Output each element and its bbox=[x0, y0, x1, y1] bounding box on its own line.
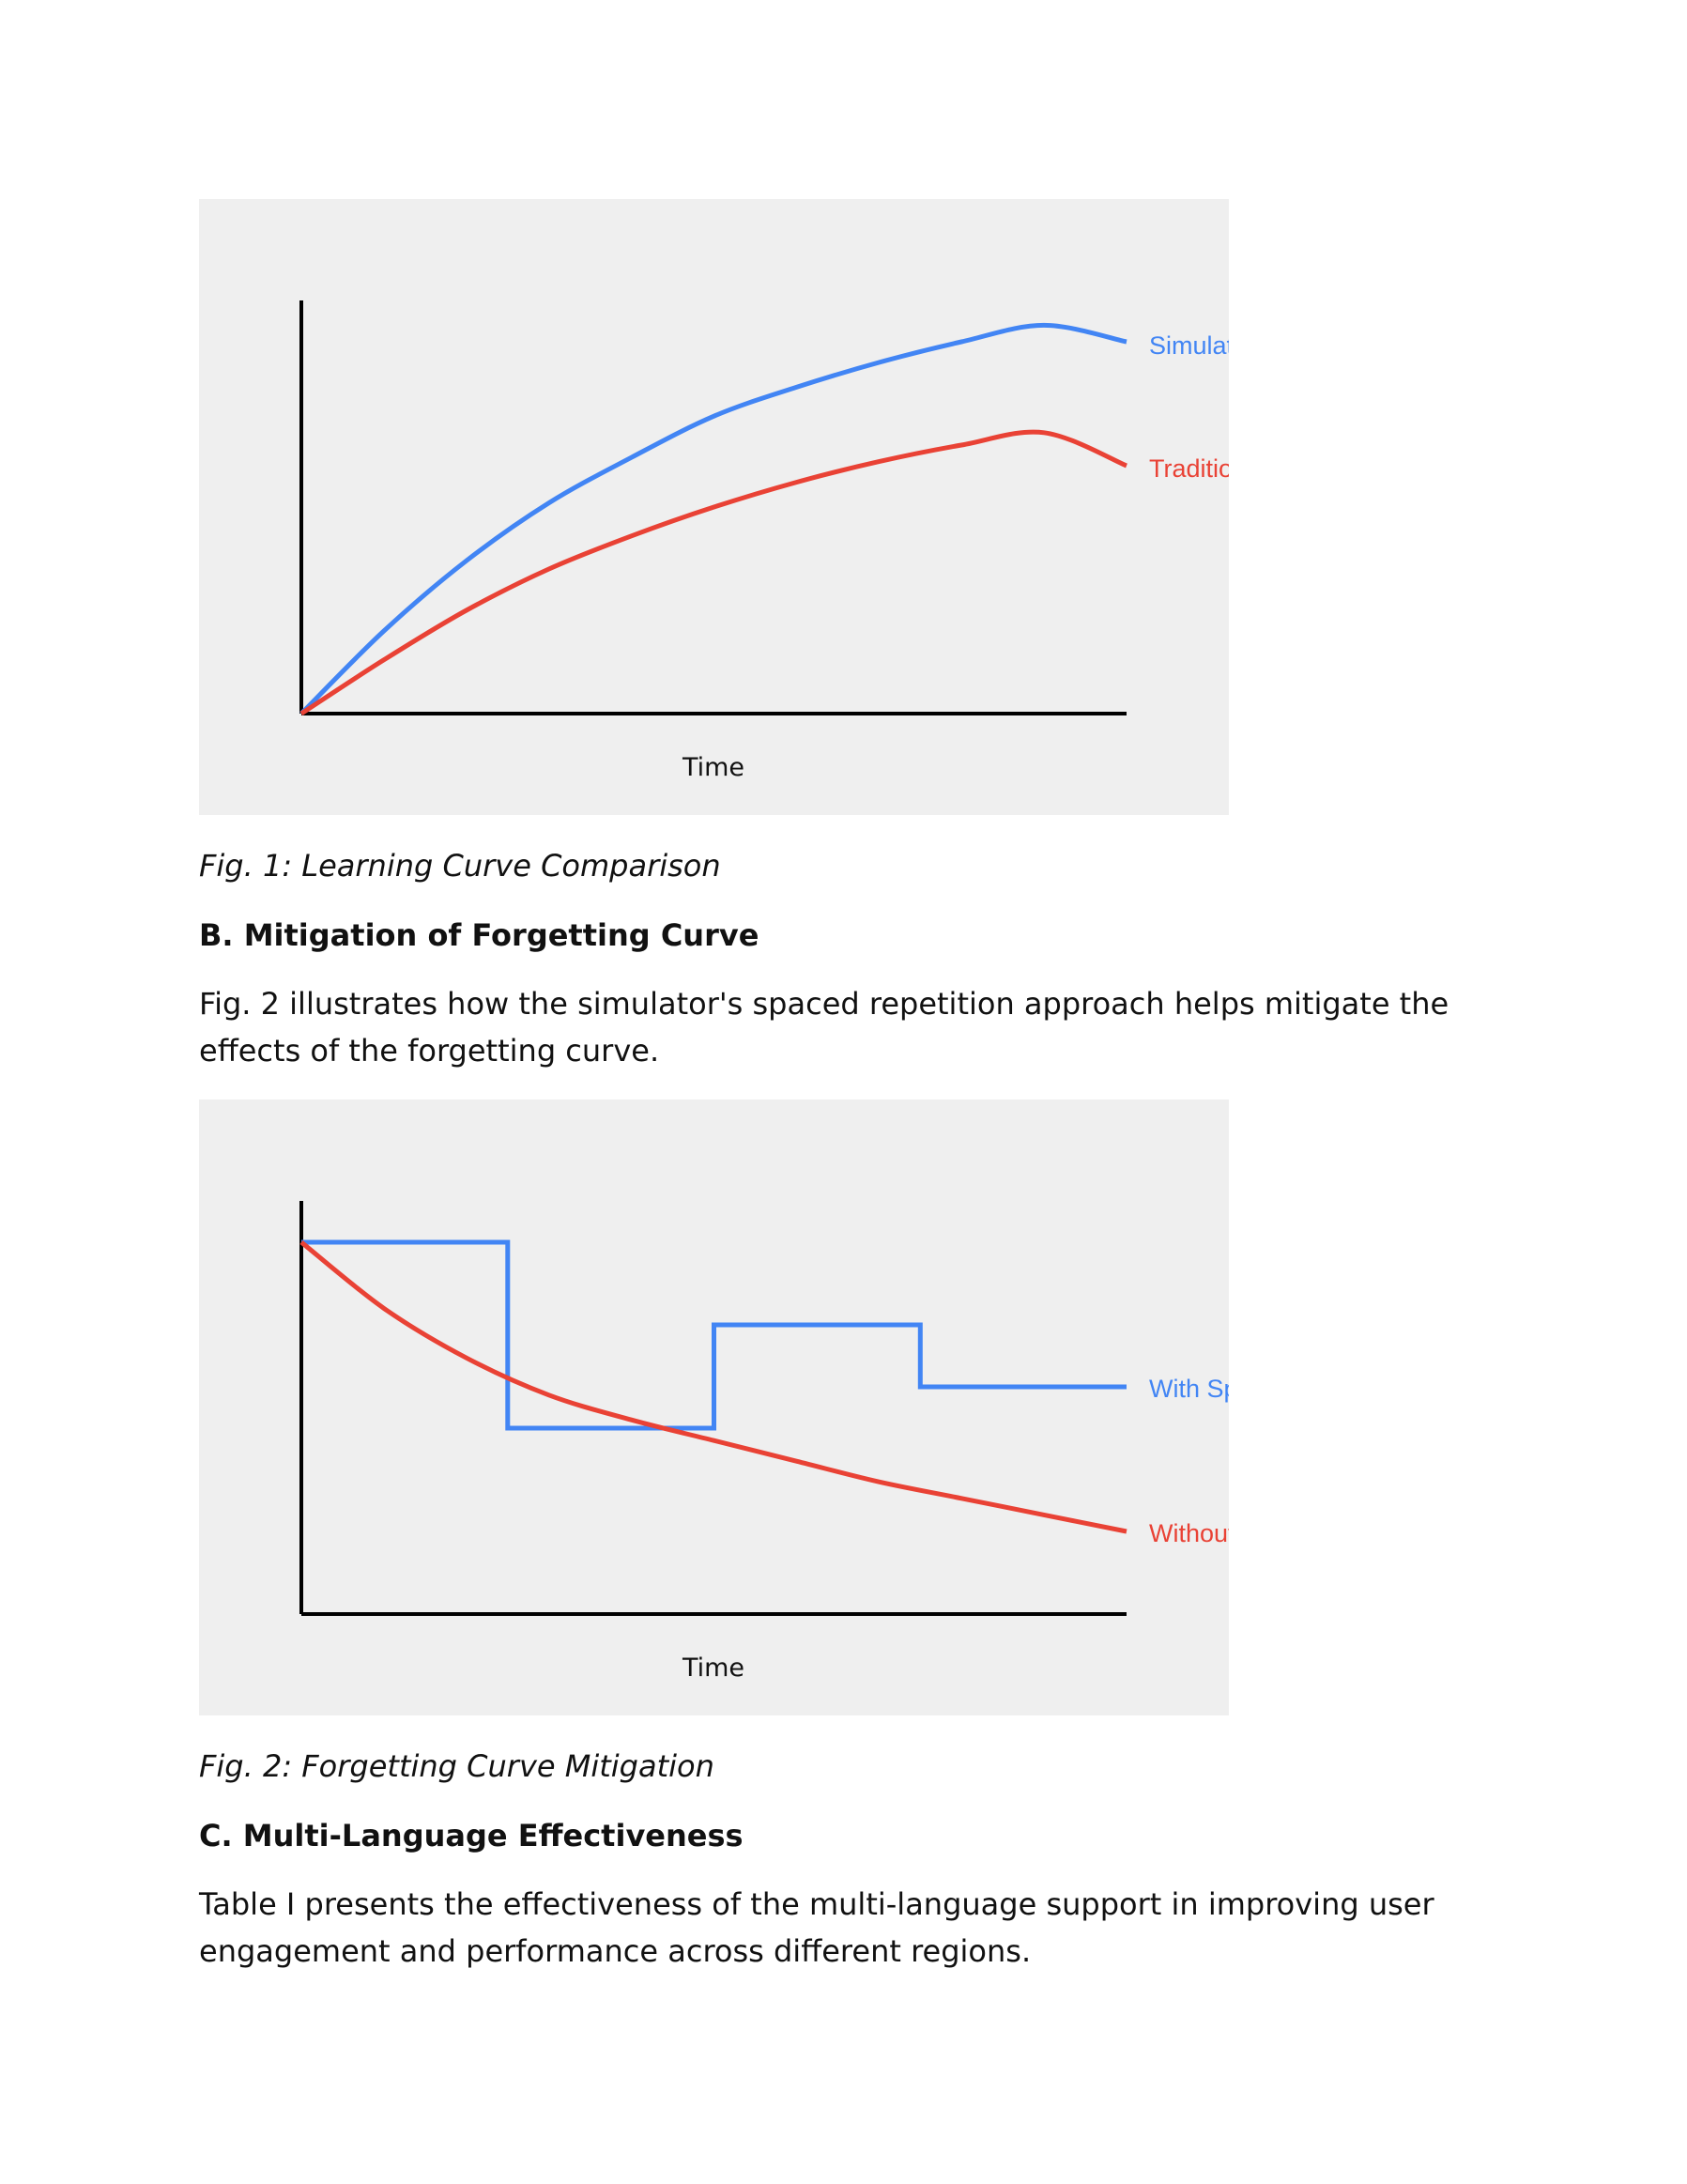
figure-learning-curve: Simulat Traditio Time bbox=[199, 199, 1229, 815]
figure-1-caption: Fig. 1: Learning Curve Comparison bbox=[199, 848, 721, 884]
figure-2-caption: Fig. 2: Forgetting Curve Mitigation bbox=[199, 1748, 714, 1784]
learning-curve-chart: Simulat Traditio Time bbox=[299, 300, 1229, 782]
series-label-with: With Sp bbox=[1149, 1375, 1229, 1403]
section-b-heading: B. Mitigation of Forgetting Curve bbox=[199, 917, 759, 953]
x-axis-label: Time bbox=[682, 753, 744, 782]
section-b-paragraph: Fig. 2 illustrates how the simulator's s… bbox=[199, 986, 1449, 1069]
section-c-paragraph: Table I presents the effectiveness of th… bbox=[199, 1886, 1434, 1969]
figure-forgetting-curve: With Sp Without Time bbox=[199, 1100, 1229, 1715]
series-label-simulator: Simulat bbox=[1149, 331, 1229, 360]
section-c-heading: C. Multi-Language Effectiveness bbox=[199, 1818, 744, 1853]
simulator-series-line bbox=[299, 322, 1127, 715]
traditional-series-line bbox=[299, 429, 1127, 716]
series-label-traditional: Traditio bbox=[1149, 454, 1229, 483]
x-axis-label: Time bbox=[682, 1653, 744, 1683]
with-spaced-repetition-line bbox=[301, 1239, 1127, 1431]
series-label-without: Without bbox=[1149, 1519, 1229, 1547]
forgetting-curve-chart: With Sp Without Time bbox=[299, 1201, 1229, 1683]
without-spaced-repetition-line bbox=[299, 1240, 1127, 1534]
